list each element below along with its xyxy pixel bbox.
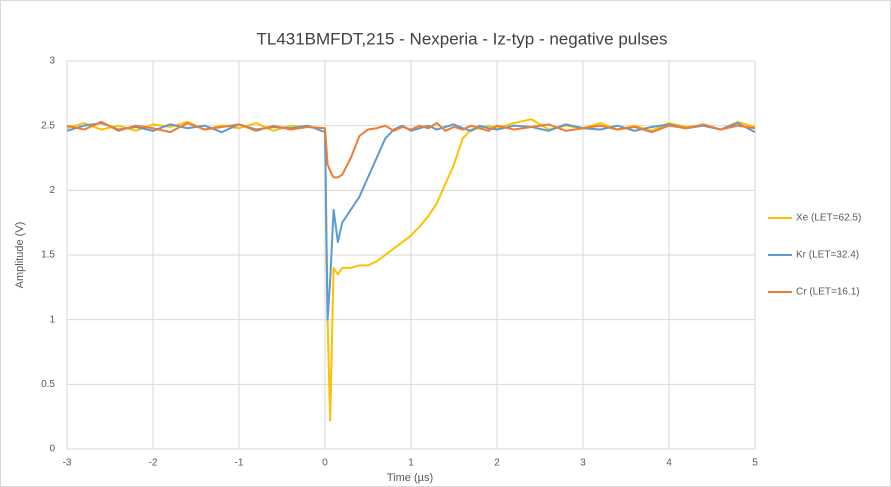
y-tick-label: 2.5	[41, 120, 55, 131]
x-tick-label: 3	[580, 458, 586, 469]
x-tick-label: -1	[235, 458, 244, 469]
x-tick-label: 2	[494, 458, 500, 469]
y-tick-label: 3	[49, 56, 55, 67]
x-tick-label: 5	[752, 458, 758, 469]
y-axis-title: Amplitude (V)	[14, 222, 26, 289]
series-line	[66, 122, 756, 321]
x-tick-label: -2	[149, 458, 158, 469]
y-tick-label: 1	[49, 314, 55, 325]
x-axis-title: Time (µs)	[387, 472, 433, 484]
x-tick-label: 4	[666, 458, 672, 469]
y-tick-label: 0	[49, 444, 55, 455]
series-line	[66, 118, 756, 422]
y-tick-label: 1.5	[41, 250, 55, 261]
legend-label: Kr (LET=32.4)	[796, 250, 859, 261]
legend-label: Cr (LET=16.1)	[796, 287, 860, 298]
series-line	[66, 120, 756, 179]
x-tick-label: 0	[322, 458, 328, 469]
y-tick-label: 2	[49, 185, 55, 196]
y-tick-label: 0.5	[41, 379, 55, 390]
legend-label: Xe (LET=62.5)	[796, 213, 861, 224]
x-tick-label: -3	[63, 458, 72, 469]
x-tick-label: 1	[408, 458, 414, 469]
chart-title: TL431BMFDT,215 - Nexperia - Iz-typ - neg…	[256, 29, 667, 48]
